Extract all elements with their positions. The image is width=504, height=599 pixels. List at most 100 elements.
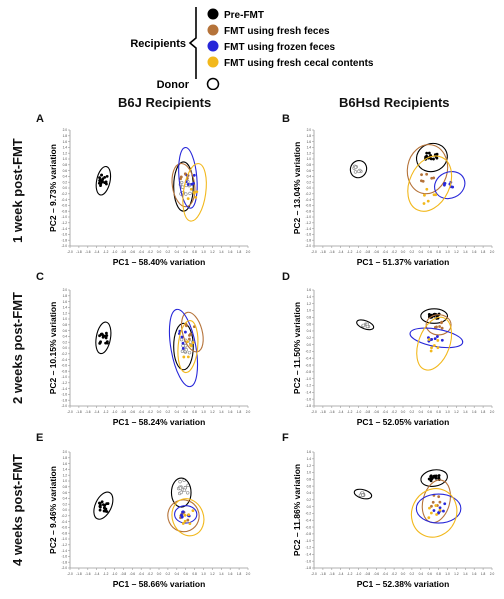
data-point	[420, 173, 423, 177]
x-tick-label: -1.8	[76, 572, 82, 576]
data-point	[188, 522, 192, 525]
data-point	[188, 191, 192, 196]
y-tick-label: -0.8	[62, 209, 68, 213]
y-tick-label: 0.0	[63, 346, 68, 350]
data-point	[424, 155, 428, 159]
y-tick-label: -0.2	[306, 350, 312, 354]
data-point	[181, 346, 185, 350]
x-tick-label: 0.0	[401, 410, 406, 414]
y-tick-label: 0.6	[307, 484, 312, 488]
data-point	[427, 338, 431, 341]
x-tick-label: -2.0	[311, 410, 317, 414]
y-tick-label: 1.6	[307, 288, 312, 292]
y-tick-label: -0.4	[62, 198, 68, 202]
y-tick-label: 0.6	[63, 169, 68, 173]
data-point	[182, 355, 186, 359]
y-axis-label: PC2 – 9.46% variation	[48, 466, 58, 554]
data-point	[186, 355, 190, 359]
y-tick-label: -1.6	[306, 397, 312, 401]
x-tick-label: -1.8	[320, 410, 326, 414]
x-tick-label: 0.0	[157, 410, 162, 414]
donor-label: Donor	[157, 79, 190, 90]
x-tick-label: 0.8	[192, 572, 197, 576]
data-point	[105, 334, 109, 337]
data-point	[104, 180, 108, 184]
x-tick-label: 1.6	[228, 410, 233, 414]
y-tick-label: -1.2	[62, 381, 68, 385]
x-tick-label: 0.6	[183, 410, 188, 414]
y-tick-label: -1.0	[62, 215, 68, 219]
x-tick-label: 1.2	[210, 572, 215, 576]
series-fmt-using-fresh-cecal-contents	[407, 155, 453, 212]
x-tick-label: -0.4	[382, 250, 388, 254]
x-tick-label: 1.2	[454, 572, 459, 576]
x-tick-label: -1.4	[94, 572, 100, 576]
x-tick-label: -1.4	[94, 250, 100, 254]
data-point	[186, 197, 190, 201]
x-tick-label: -0.4	[382, 572, 388, 576]
panel-label-a: A	[36, 113, 44, 125]
x-tick-label: -1.6	[329, 410, 335, 414]
data-point	[425, 172, 429, 176]
data-point	[428, 313, 431, 317]
y-tick-label: 0.2	[63, 340, 68, 344]
y-tick-label: 1.8	[63, 456, 68, 460]
data-point	[437, 511, 441, 514]
y-tick-label: -0.6	[62, 526, 68, 530]
x-tick-label: -1.2	[347, 572, 353, 576]
y-tick-label: -1.8	[306, 404, 312, 408]
data-point	[429, 157, 433, 161]
x-tick-label: 0.6	[427, 572, 432, 576]
pcoa-plot-b: -2.0 -1.8 -1.6 -1.4 -1.2 -1.0 -0.8 -0.6 -0.4 -0.2…	[292, 128, 494, 267]
x-tick-label: 0.2	[166, 250, 171, 254]
confidence-ellipse	[415, 493, 462, 524]
x-tick-label: 2.0	[490, 572, 495, 576]
data-point	[427, 516, 431, 520]
data-point	[98, 178, 102, 182]
series-pre-fmt	[93, 491, 114, 520]
series-fmt-using-fresh-cecal-contents	[177, 319, 199, 374]
confidence-ellipse	[93, 491, 114, 520]
data-point	[194, 196, 198, 199]
y-tick-label: 1.2	[307, 302, 312, 306]
legend-marker	[207, 24, 219, 36]
data-point	[100, 332, 104, 336]
x-axis-label: PC1 – 58.24% variation	[113, 417, 206, 427]
x-tick-label: 0.8	[436, 572, 441, 576]
y-tick-label: 1.4	[63, 468, 68, 472]
data-point	[432, 509, 436, 512]
x-tick-label: -0.6	[374, 572, 380, 576]
y-tick-label: -0.8	[62, 369, 68, 373]
x-tick-label: 1.2	[454, 250, 459, 254]
confidence-ellipse	[95, 165, 112, 196]
data-point	[437, 474, 441, 477]
x-tick-label: -1.8	[320, 572, 326, 576]
y-tick-label: -1.0	[306, 539, 312, 543]
data-point	[435, 474, 438, 478]
data-point	[353, 165, 358, 169]
data-point	[361, 323, 365, 328]
data-point	[182, 488, 187, 492]
data-point	[181, 341, 185, 345]
x-tick-label: 0.2	[410, 572, 415, 576]
legend-marker	[207, 40, 219, 52]
series-donor	[353, 488, 373, 500]
recipients-label: Recipients	[130, 38, 186, 50]
y-tick-label: 0.4	[307, 329, 312, 333]
data-point	[437, 495, 441, 499]
data-point	[105, 174, 109, 178]
data-point	[434, 504, 438, 507]
confidence-ellipse	[420, 308, 449, 324]
y-tick-label: -1.6	[62, 393, 68, 397]
data-point	[189, 332, 192, 336]
x-tick-label: 1.8	[237, 572, 242, 576]
data-point	[432, 157, 435, 161]
data-point	[184, 330, 187, 334]
data-point	[188, 337, 191, 341]
data-point	[429, 511, 433, 515]
series-fmt-using-frozen-feces	[168, 308, 199, 388]
data-point	[189, 343, 193, 347]
data-point	[428, 506, 431, 510]
y-tick-label: 0.8	[307, 163, 312, 167]
y-tick-label: -1.0	[62, 537, 68, 541]
